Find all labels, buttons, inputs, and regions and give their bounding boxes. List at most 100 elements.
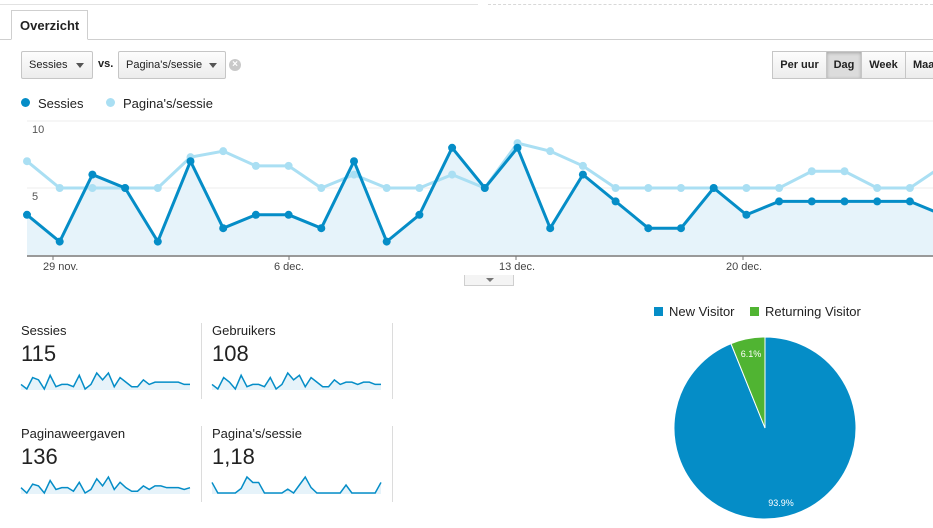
vs-label: vs. bbox=[98, 58, 114, 70]
chevron-down-icon bbox=[486, 278, 494, 282]
sparkline-area bbox=[21, 373, 190, 390]
sparkline-line bbox=[211, 475, 382, 495]
pages-per-session-point bbox=[480, 184, 489, 192]
sparkline-area bbox=[212, 373, 381, 390]
sparkline-line bbox=[20, 475, 191, 495]
new-visitor-legend-swatch bbox=[654, 307, 663, 316]
chart-expand-handle[interactable] bbox=[464, 275, 514, 286]
sessies-legend-dot bbox=[21, 98, 30, 107]
metric-label: Pagina's/sessie bbox=[212, 426, 302, 441]
pages-per-session-point bbox=[23, 157, 31, 166]
sessies-point bbox=[317, 224, 326, 233]
metric1-select-label: Sessies bbox=[29, 59, 68, 71]
pages-per-session-point bbox=[251, 161, 260, 170]
metric2-select[interactable]: Pagina's/sessie bbox=[118, 51, 226, 79]
metric-card-pages-per-session: Pagina's/sessie 1,18 bbox=[212, 426, 302, 470]
sessies-point bbox=[546, 224, 555, 233]
pages-per-session-point bbox=[873, 184, 882, 192]
sessies-point bbox=[677, 224, 685, 233]
pie-slice-returning-visitor bbox=[730, 336, 766, 429]
pages-per-session-point bbox=[807, 167, 816, 176]
pie-label-returning-visitor: 6.1% bbox=[741, 349, 762, 359]
granularity-month-button[interactable]: Maa bbox=[905, 51, 933, 79]
pages-per-session-point bbox=[350, 170, 358, 179]
returning-visitor-legend-swatch bbox=[750, 307, 759, 316]
metric-label: Gebruikers bbox=[212, 323, 276, 338]
sessies-point bbox=[121, 184, 130, 192]
divider bbox=[201, 426, 202, 502]
metric-card-sessions: Sessies 115 bbox=[21, 323, 67, 367]
x-tick-label: 13 dec. bbox=[499, 261, 536, 273]
metric1-select[interactable]: Sessies bbox=[21, 51, 93, 79]
pages-per-session-line bbox=[26, 141, 933, 190]
clear-icon[interactable]: × bbox=[229, 59, 241, 71]
pages-per-session-point bbox=[382, 184, 391, 192]
pages-per-session-point bbox=[611, 184, 620, 192]
sessies-point bbox=[644, 224, 653, 233]
pages-per-session-point bbox=[317, 184, 326, 192]
granularity-hour-button[interactable]: Per uur bbox=[772, 51, 827, 79]
pages-per-session-point bbox=[775, 184, 784, 192]
x-tick-label: 6 dec. bbox=[274, 261, 304, 273]
pages-per-session-point bbox=[578, 161, 587, 170]
legend-pages-label: Pagina's/sessie bbox=[123, 96, 213, 111]
pie-legend-returning-visitor: Returning Visitor bbox=[750, 304, 861, 320]
granularity-week-button[interactable]: Week bbox=[861, 51, 906, 79]
sessies-line bbox=[26, 144, 933, 245]
granularity-day-button[interactable]: Dag bbox=[826, 51, 862, 79]
sessies-point bbox=[251, 210, 260, 219]
pages-per-session-point bbox=[546, 147, 555, 156]
pie-slice-new-visitor bbox=[673, 336, 857, 520]
tab-overview[interactable]: Overzicht bbox=[11, 10, 89, 40]
sessies-point bbox=[219, 224, 228, 233]
sparkline-line bbox=[211, 371, 381, 391]
chevron-down-icon bbox=[209, 63, 217, 68]
pages-per-session-point bbox=[186, 153, 195, 162]
tab-bar-line bbox=[0, 39, 933, 40]
pages-per-session-point bbox=[513, 139, 522, 148]
sessies-point bbox=[840, 197, 849, 206]
pages-per-session-point bbox=[840, 167, 849, 176]
sparkline-area bbox=[212, 477, 381, 494]
metric-card-pageviews: Paginaweergaven 136 bbox=[21, 426, 125, 470]
pages-per-session-point bbox=[448, 170, 457, 179]
sessies-point bbox=[513, 143, 522, 152]
pages-per-session-point bbox=[88, 184, 97, 192]
sessies-point bbox=[611, 197, 620, 206]
pages-per-session-point bbox=[644, 184, 653, 192]
x-tick-label: 20 dec. bbox=[726, 261, 763, 273]
legend-pages-per-session: Pagina's/sessie bbox=[106, 96, 213, 112]
sessies-point bbox=[153, 237, 162, 246]
pages-per-session-point bbox=[742, 184, 751, 192]
metric2-select-label: Pagina's/sessie bbox=[126, 59, 203, 71]
pages-per-session-point bbox=[219, 147, 228, 156]
legend-sessies-label: Sessies bbox=[38, 96, 84, 111]
divider bbox=[201, 323, 202, 399]
pie-label-new-visitor: 93.9% bbox=[768, 498, 794, 508]
divider bbox=[392, 323, 393, 399]
divider bbox=[392, 426, 393, 502]
pages-per-session-point bbox=[677, 184, 685, 192]
y-tick-5: 5 bbox=[32, 191, 39, 203]
pages-per-session-point bbox=[415, 184, 424, 192]
sessies-area bbox=[27, 147, 933, 255]
x-tick-label: 29 nov. bbox=[43, 261, 79, 273]
sessies-point bbox=[415, 210, 424, 219]
sparkline-line bbox=[20, 371, 190, 391]
pages-per-session-point bbox=[905, 184, 914, 192]
sessies-point bbox=[55, 237, 64, 246]
metric-card-users: Gebruikers 108 bbox=[212, 323, 276, 367]
sessies-point bbox=[350, 157, 358, 166]
legend-sessies: Sessies bbox=[21, 96, 84, 112]
sessies-point bbox=[186, 157, 195, 166]
sessies-point bbox=[775, 197, 784, 206]
chevron-down-icon bbox=[76, 63, 84, 68]
pages-per-session-point bbox=[55, 184, 64, 192]
sessies-point bbox=[88, 170, 97, 179]
y-tick-10: 10 bbox=[32, 124, 45, 136]
sessies-point bbox=[284, 210, 293, 219]
sessies-point bbox=[905, 197, 914, 206]
top-border bbox=[0, 0, 478, 5]
